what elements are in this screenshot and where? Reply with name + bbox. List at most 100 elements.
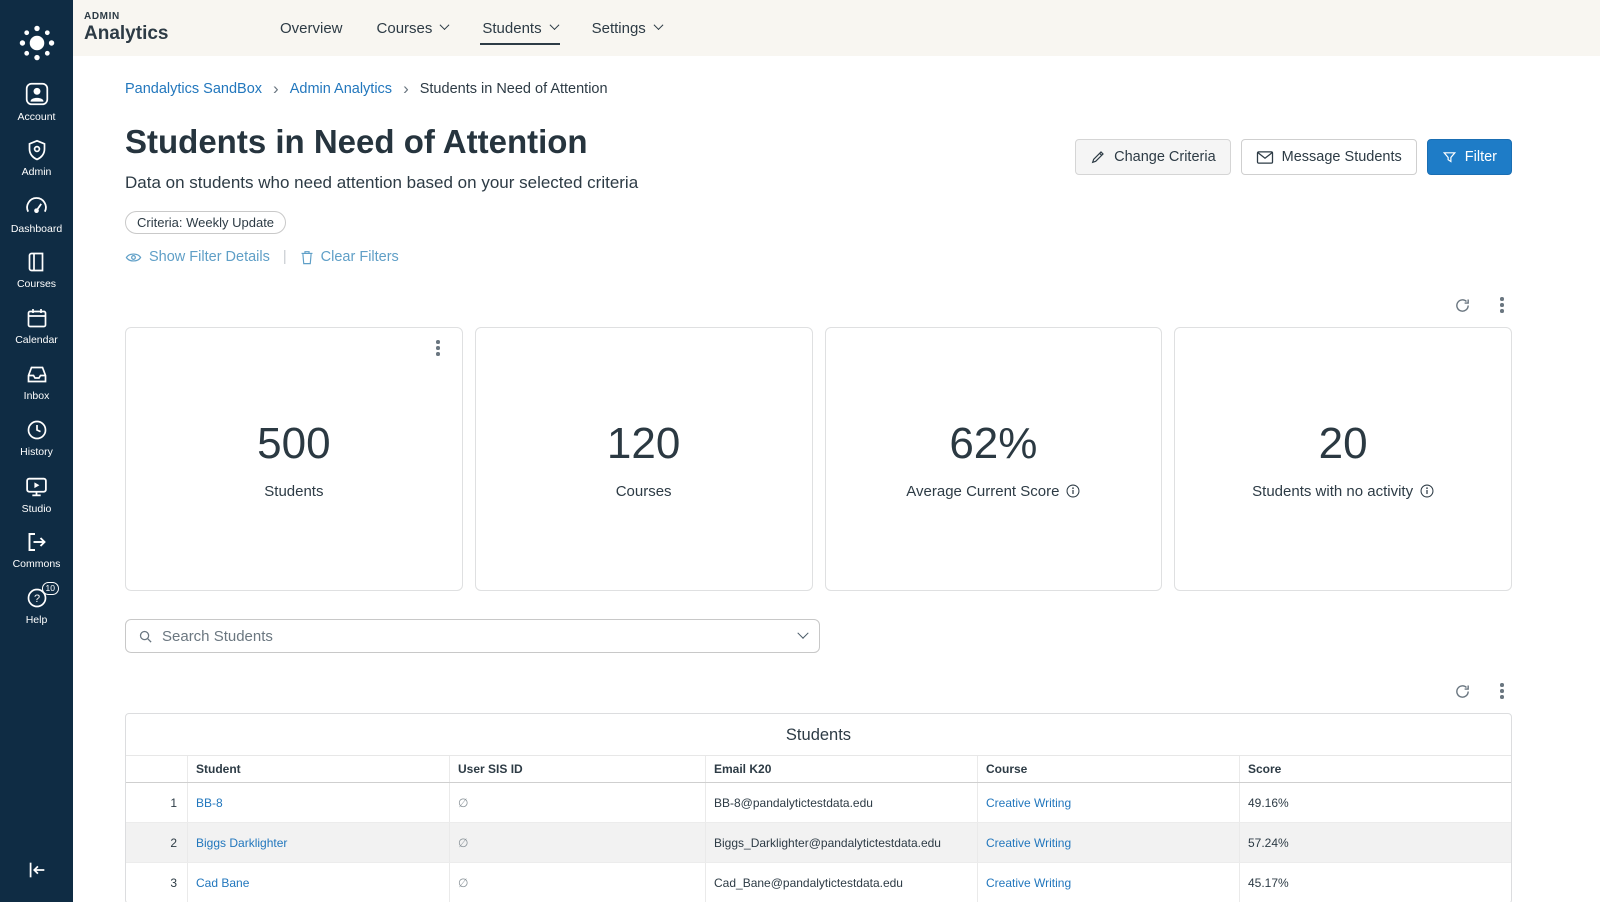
course-link[interactable]: Creative Writing [986, 875, 1072, 890]
tab-label: Overview [280, 19, 343, 37]
tab-overview[interactable]: Overview [280, 0, 343, 56]
sidebar-item-label: Inbox [23, 390, 50, 402]
table-menu-button[interactable] [1492, 681, 1512, 701]
sidebar-item-admin[interactable]: Admin [0, 130, 73, 186]
svg-text:?: ? [33, 593, 39, 605]
table-toolbar [125, 681, 1512, 701]
stat-label: Students [264, 483, 323, 500]
column-header-student: Student [188, 756, 450, 782]
account-avatar-icon [25, 82, 48, 106]
canvas-logo[interactable] [18, 12, 56, 74]
sidebar-item-label: Commons [12, 558, 61, 570]
stat-value: 20 [1318, 418, 1368, 468]
course-link[interactable]: Creative Writing [986, 835, 1072, 850]
column-header-email: Email K20 [706, 756, 978, 782]
calendar-icon [27, 309, 46, 328]
page-subtitle: Data on students who need attention base… [125, 173, 639, 192]
help-question-icon: ? [27, 588, 46, 608]
sis-id-value: ∅ [458, 875, 469, 890]
sidebar-item-dashboard[interactable]: Dashboard [0, 186, 73, 242]
clock-icon [27, 420, 46, 440]
title-row: Students in Need of Attention Data on st… [125, 123, 1512, 193]
change-criteria-label: Change Criteria [1114, 149, 1216, 165]
column-header-sis-id: User SIS ID [450, 756, 706, 782]
sidebar-item-history[interactable]: History [0, 410, 73, 466]
stat-label: Average Current Score [906, 483, 1080, 500]
row-number: 1 [126, 783, 188, 822]
filter-label: Filter [1464, 149, 1497, 165]
sidebar-item-commons[interactable]: Commons [0, 522, 73, 578]
kebab-menu-icon [1500, 303, 1504, 307]
stats-menu-button[interactable] [1492, 295, 1512, 315]
row-number: 2 [126, 823, 188, 862]
studio-video-icon [26, 477, 47, 496]
brand: ADMIN Analytics [73, 11, 208, 45]
tab-settings[interactable]: Settings [592, 0, 664, 56]
email-value: BB-8@pandalytictestdata.edu [706, 783, 978, 822]
top-tabs: Overview Courses Students Settings [280, 0, 664, 56]
refresh-icon [1455, 298, 1469, 312]
criteria-chip: Criteria: Weekly Update [125, 211, 287, 234]
page-title: Students in Need of Attention [125, 123, 588, 160]
course-link[interactable]: Creative Writing [986, 795, 1072, 810]
chevron-down-icon[interactable] [797, 627, 809, 639]
sidebar-item-calendar[interactable]: Calendar [0, 298, 73, 354]
commons-share-icon [28, 533, 46, 551]
sidebar-item-account[interactable]: Account [0, 74, 73, 130]
breadcrumb-separator: › [403, 79, 409, 98]
stat-cards: 500 Students 120 Courses 62% Average Cur… [125, 327, 1512, 591]
sis-id-value: ∅ [458, 835, 469, 850]
stat-label-text: Students with no activity [1252, 482, 1414, 500]
kebab-menu-icon [1500, 689, 1504, 693]
trash-icon [301, 250, 313, 264]
table-row: 2 Biggs Darklighter ∅ Biggs_Darklighter@… [126, 823, 1511, 863]
stat-label-text: Courses [615, 482, 672, 500]
collapse-nav-button[interactable] [26, 859, 48, 886]
tab-students[interactable]: Students [480, 0, 560, 56]
table-header-row: Student User SIS ID Email K20 Course Sco… [126, 755, 1511, 783]
stat-label-text: Average Current Score [906, 482, 1060, 500]
search-students-input[interactable] [162, 627, 790, 645]
sidebar-item-courses[interactable]: Courses [0, 242, 73, 298]
collapse-arrow-icon [29, 862, 44, 878]
student-link[interactable]: Cad Bane [196, 875, 250, 890]
stat-value: 62% [949, 418, 1038, 468]
sidebar-item-studio[interactable]: Studio [0, 466, 73, 522]
analytics-topbar: ADMIN Analytics Overview Courses Student… [73, 0, 1600, 56]
refresh-button[interactable] [1452, 295, 1472, 315]
chevron-down-icon [439, 19, 450, 30]
card-menu-button[interactable] [428, 338, 448, 358]
clear-filters-link[interactable]: Clear Filters [300, 249, 399, 265]
refresh-button[interactable] [1452, 681, 1472, 701]
chevron-down-icon [653, 19, 664, 30]
score-value: 57.24% [1248, 835, 1289, 850]
page-content: Pandalytics SandBox › Admin Analytics › … [73, 56, 1600, 902]
kebab-menu-icon [436, 346, 440, 350]
student-link[interactable]: BB-8 [196, 795, 223, 810]
stat-label-text: Students [264, 482, 324, 500]
breadcrumb-link-admin-analytics[interactable]: Admin Analytics [289, 80, 393, 97]
row-number: 3 [126, 863, 188, 902]
tab-label: Students [482, 19, 542, 37]
global-nav-sidebar: Account Admin Dashboard Courses [0, 0, 73, 902]
filter-button[interactable]: Filter [1426, 139, 1512, 175]
breadcrumb-link-account[interactable]: Pandalytics SandBox [125, 80, 263, 97]
show-filter-details-link[interactable]: Show Filter Details [125, 249, 270, 265]
message-students-button[interactable]: Message Students [1240, 139, 1417, 175]
sidebar-item-inbox[interactable]: Inbox [0, 354, 73, 410]
show-filter-details-label: Show Filter Details [149, 249, 270, 265]
info-icon[interactable] [1066, 484, 1080, 498]
sidebar-item-help[interactable]: ? 10 Help [0, 578, 73, 634]
tab-courses[interactable]: Courses [377, 0, 450, 56]
sidebar-item-label: Dashboard [10, 222, 63, 235]
table-body: 1 BB-8 ∅ BB-8@pandalytictestdata.edu Cre… [126, 783, 1511, 902]
stat-card-courses: 120 Courses [474, 327, 813, 591]
eye-icon [125, 252, 142, 262]
change-criteria-button[interactable]: Change Criteria [1075, 139, 1231, 175]
chevron-down-icon [549, 19, 560, 30]
stat-card-no-activity: 20 Students with no activity [1174, 327, 1512, 591]
sidebar-item-label: Admin [21, 166, 52, 178]
student-link[interactable]: Biggs Darklighter [196, 835, 288, 850]
info-icon[interactable] [1420, 484, 1434, 498]
